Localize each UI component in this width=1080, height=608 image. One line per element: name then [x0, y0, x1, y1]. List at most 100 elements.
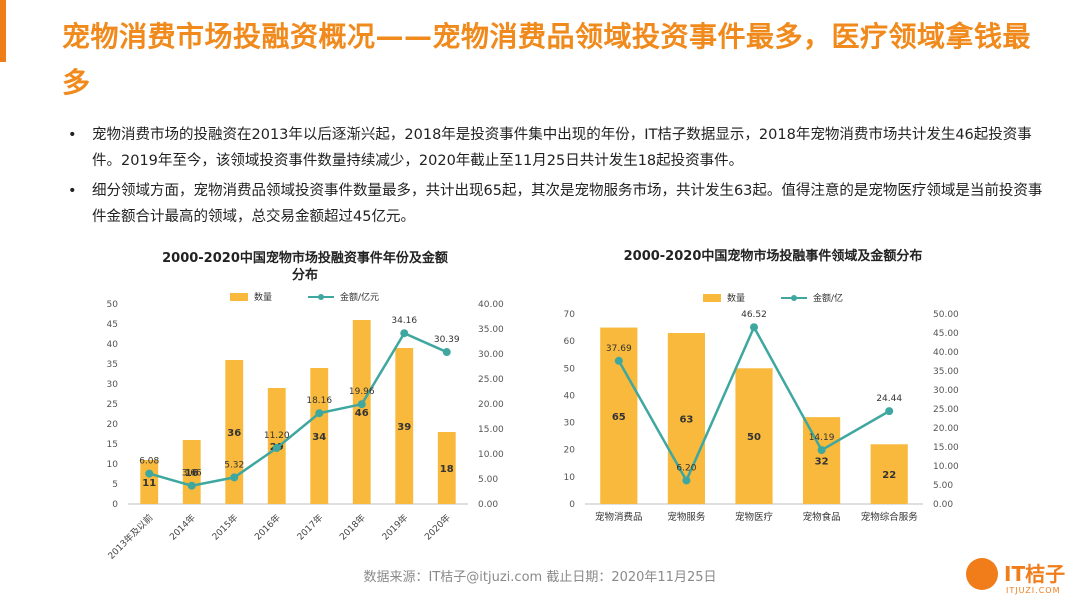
y-left-tick-label: 0 [569, 500, 575, 510]
y-left-tick-label: 50 [107, 300, 119, 310]
legend-line-marker [318, 294, 324, 300]
amount-label: 37.69 [606, 344, 632, 354]
y-right-tick-label: 25.00 [478, 375, 504, 385]
y-left-tick-label: 5 [112, 480, 118, 490]
amount-point [817, 446, 826, 455]
page-title: 宠物消费市场投融资概况——宠物消费品领域投资事件最多，医疗领域拿钱最多 [62, 20, 1032, 99]
amount-label: 18.16 [306, 396, 332, 406]
amount-point [315, 409, 324, 418]
x-tick-label: 2020年 [422, 512, 453, 543]
bar-value-label: 36 [227, 428, 241, 439]
x-tick-label: 宠物医疗 [735, 511, 774, 523]
y-left-tick-label: 60 [564, 337, 576, 347]
x-tick-label: 2015年 [209, 512, 240, 543]
title-accent-bar [0, 0, 6, 62]
bullet-dot: • [68, 183, 77, 199]
bar [225, 360, 244, 504]
bullet-list: • 宠物消费市场的投融资在2013年以后逐渐兴起，2018年是投资事件集中出现的… [62, 122, 1052, 234]
y-right-tick-label: 30.00 [933, 386, 959, 396]
bar [395, 348, 414, 504]
bullet-dot: • [68, 127, 77, 143]
amount-point [230, 473, 239, 482]
y-right-tick-label: 40.00 [478, 300, 504, 310]
logo-url: ITJUZI.COM [1006, 586, 1061, 595]
bar-value-label: 63 [679, 415, 693, 426]
legend-label: 数量 [727, 292, 745, 304]
x-tick-label: 宠物综合服务 [861, 511, 919, 523]
amount-label: 34.16 [391, 316, 417, 326]
y-right-tick-label: 15.00 [933, 443, 959, 453]
bar [352, 320, 371, 504]
y-right-tick-label: 10.00 [478, 450, 504, 460]
x-tick-label: 2016年 [252, 512, 283, 543]
orange-icon [966, 558, 998, 590]
amount-label: 11.20 [264, 431, 290, 441]
data-source-footer: 数据来源：IT桔子@itjuzi.com 截止日期：2020年11月25日 [363, 570, 717, 585]
y-left-tick-label: 40 [107, 340, 119, 350]
legend-line-marker [791, 295, 797, 301]
bar [735, 368, 773, 504]
x-tick-label: 2014年 [167, 512, 198, 543]
y-right-tick-label: 35.00 [933, 367, 959, 377]
y-left-tick-label: 15 [107, 440, 118, 450]
x-tick-label: 宠物服务 [667, 511, 706, 523]
amount-point [400, 329, 409, 338]
y-right-tick-label: 45.00 [933, 329, 959, 339]
legend-label: 数量 [254, 291, 272, 303]
y-left-tick-label: 45 [107, 320, 118, 330]
bar-value-label: 16 [185, 468, 199, 479]
amount-line [148, 331, 448, 487]
legend-label: 金额/亿 [813, 292, 843, 304]
bar-value-label: 46 [355, 408, 369, 419]
y-right-tick-label: 0.00 [933, 500, 953, 510]
y-right-tick-label: 15.00 [478, 425, 504, 435]
amount-label: 3.66 [182, 469, 202, 479]
amount-point [187, 481, 196, 490]
bar-value-label: 50 [747, 432, 761, 443]
bar-value-label: 11 [142, 478, 156, 489]
amount-label: 6.08 [139, 457, 159, 467]
bar [437, 432, 456, 504]
y-right-tick-label: 5.00 [933, 481, 953, 491]
bar-value-label: 22 [882, 470, 896, 481]
y-right-tick-label: 30.00 [478, 350, 504, 360]
itjuzi-logo: IT桔子 ITJUZI.COM [966, 556, 1076, 600]
y-left-tick-label: 30 [564, 419, 576, 429]
x-tick-label: 2018年 [337, 512, 368, 543]
y-left-tick-label: 0 [112, 500, 118, 510]
y-left-tick-label: 20 [564, 446, 576, 456]
chart-title: 2000-2020中国宠物市场投融资事件年份及金额 [162, 250, 448, 266]
chart-title: 分布 [292, 267, 318, 283]
amount-point [750, 323, 758, 332]
bullet-text: 细分领域方面，宠物消费品领域投资事件数量最多，共计出现65起，其次是宠物服务市场… [92, 183, 1043, 225]
y-left-tick-label: 30 [107, 380, 119, 390]
amount-point [885, 407, 894, 416]
bar [667, 333, 705, 504]
amount-label: 46.52 [741, 310, 767, 320]
y-left-tick-label: 10 [107, 460, 119, 470]
bar [310, 368, 329, 504]
y-right-tick-label: 20.00 [478, 400, 504, 410]
y-left-tick-label: 35 [107, 360, 118, 370]
y-right-tick-label: 50.00 [933, 310, 959, 320]
y-left-tick-label: 70 [564, 310, 576, 320]
y-left-tick-label: 10 [564, 473, 576, 483]
bar [803, 417, 841, 504]
x-tick-label: 宠物食品 [803, 511, 841, 523]
y-right-tick-label: 0.00 [478, 500, 498, 510]
bar-value-label: 18 [440, 464, 454, 475]
y-left-tick-label: 25 [107, 400, 118, 410]
bar [870, 444, 908, 504]
y-left-tick-label: 50 [564, 364, 576, 374]
bullet-text: 宠物消费市场的投融资在2013年以后逐渐兴起，2018年是投资事件集中出现的年份… [92, 127, 1032, 169]
amount-point [442, 348, 451, 357]
logo-name: IT桔子 [1004, 562, 1066, 586]
y-right-tick-label: 20.00 [933, 424, 959, 434]
amount-label: 5.32 [224, 460, 244, 470]
bar-value-label: 32 [815, 457, 829, 468]
legend-label: 金额/亿元 [340, 291, 379, 303]
amount-label: 24.44 [876, 394, 902, 404]
y-right-tick-label: 35.00 [478, 325, 504, 335]
